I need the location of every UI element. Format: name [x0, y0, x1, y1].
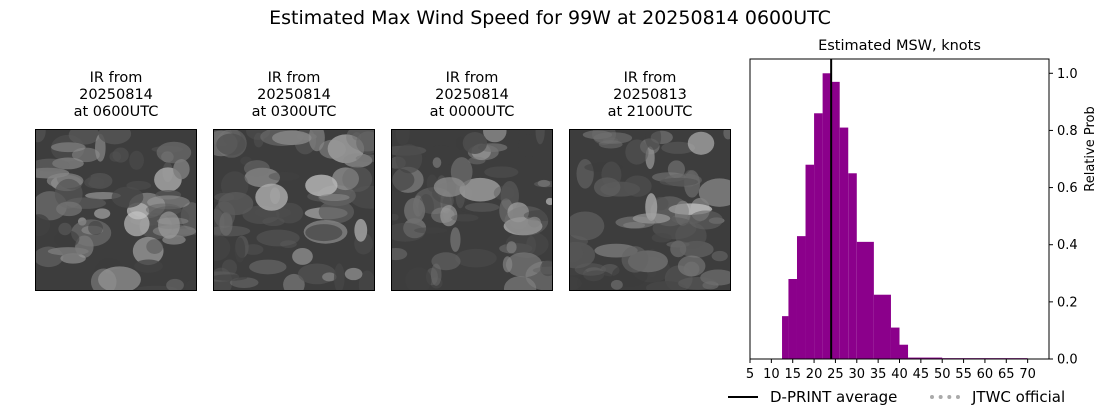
x-tick-label: 60	[977, 367, 994, 382]
legend-entry-jtwc: JTWC official	[930, 388, 1065, 406]
y-tick-label: 0.8	[1057, 124, 1078, 139]
x-tick-label: 10	[763, 367, 780, 382]
ir-panel-title: IR from 20250813 at 2100UTC	[607, 70, 693, 120]
histogram-bar	[831, 81, 840, 359]
x-tick-label: 50	[934, 367, 951, 382]
y-tick-label: 0.6	[1057, 181, 1078, 196]
histogram-bar	[814, 113, 823, 360]
x-tick-label: 20	[806, 367, 823, 382]
ir-texture	[570, 130, 730, 290]
ir-texture	[36, 130, 196, 290]
ir-panel-2: IR from 20250814 at 0300UTC	[213, 70, 375, 291]
ir-panel-title: IR from 20250814 at 0000UTC	[429, 70, 515, 120]
histogram-bar	[788, 279, 797, 359]
histogram-bar	[890, 327, 900, 359]
histogram-bar	[856, 241, 874, 359]
ir-panel-title: IR from 20250814 at 0600UTC	[73, 70, 159, 120]
y-tick-label: 0.2	[1057, 295, 1078, 310]
x-tick-label: 40	[891, 367, 908, 382]
y-tick-label: 1.0	[1057, 67, 1078, 82]
legend-label: JTWC official	[972, 388, 1066, 406]
x-tick-label: 30	[849, 367, 866, 382]
histogram-bar	[848, 173, 857, 359]
ir-panel-4: IR from 20250813 at 2100UTC	[569, 70, 731, 291]
histogram-bar	[782, 316, 789, 359]
x-tick-label: 15	[784, 367, 801, 382]
histogram-bar	[873, 294, 891, 359]
x-tick-label: 5	[746, 367, 754, 382]
histogram-bar	[822, 73, 832, 360]
histogram-bar	[796, 236, 806, 359]
ir-panel-title: IR from 20250814 at 0300UTC	[251, 70, 337, 120]
legend-solid-line-icon	[728, 396, 758, 398]
x-tick-label: 35	[870, 367, 887, 382]
legend-entry-dprint: D-PRINT average	[728, 388, 897, 406]
figure-title: Estimated Max Wind Speed for 99W at 2025…	[269, 7, 831, 29]
legend-dotted-line-icon	[930, 395, 960, 399]
x-tick-label: 70	[1019, 367, 1036, 382]
ir-satellite-image	[569, 129, 731, 291]
x-tick-label: 65	[998, 367, 1015, 382]
ir-satellite-image	[213, 129, 375, 291]
ir-panel-3: IR from 20250814 at 0000UTC	[391, 70, 553, 291]
histogram-bar	[908, 357, 943, 359]
ir-panel-1: IR from 20250814 at 0600UTC	[35, 70, 197, 291]
ir-satellite-image	[35, 129, 197, 291]
histogram-bar	[899, 344, 909, 359]
ir-texture	[392, 130, 552, 290]
y-tick-label: 0.4	[1057, 238, 1078, 253]
histogram-bar	[805, 164, 815, 359]
x-tick-label: 55	[955, 367, 972, 382]
ir-satellite-image	[391, 129, 553, 291]
y-axis-label: Relative Prob	[1083, 106, 1098, 191]
chart-title: Estimated MSW, knots	[818, 38, 981, 54]
histogram-bar	[839, 127, 849, 359]
legend-label: D-PRINT average	[770, 388, 898, 406]
x-tick-label: 45	[913, 367, 930, 382]
x-tick-label: 25	[827, 367, 844, 382]
y-tick-label: 0.0	[1057, 353, 1078, 368]
ir-texture	[214, 130, 374, 290]
